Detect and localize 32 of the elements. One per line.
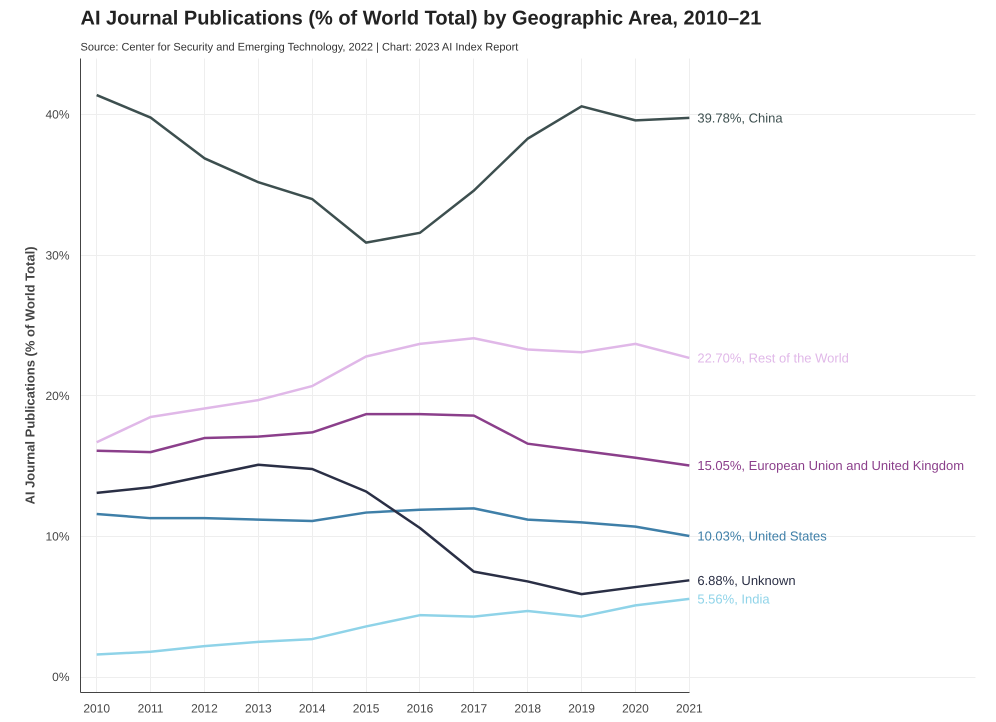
y-tick-label: 40%: [45, 108, 70, 122]
line-series: [95, 598, 691, 656]
x-tick-label: 2014: [298, 702, 326, 716]
x-tick-label: 2011: [138, 702, 164, 716]
chart-subtitle: Source: Center for Security and Emerging Technology, 2022 | Chart: 2023 AI Index Report: [80, 42, 518, 54]
text: 22.70%, Rest of the World: [697, 350, 849, 366]
x-tick-label: 2020: [622, 702, 650, 716]
x-tick-label: 2012: [191, 702, 218, 716]
y-tick-label: 20%: [45, 388, 70, 403]
line-series: [95, 94, 691, 244]
text: 10.03%, United States: [697, 528, 827, 544]
line-series: [95, 336, 691, 444]
x-tick-label: 2013: [244, 702, 272, 716]
line-series: [95, 464, 691, 596]
text: 5.56%, India: [697, 591, 770, 606]
line-series: [95, 412, 691, 467]
y-tick-label: 10%: [45, 529, 70, 544]
line-series: [95, 507, 691, 538]
y-tick-label: 30%: [45, 248, 70, 262]
chart-title: AI Journal Publications (% of World Total) by Geographic Area, 2010–21: [80, 8, 762, 30]
x-tick-label: 2018: [514, 702, 542, 716]
x-tick-label: 2010: [83, 702, 110, 716]
text: 39.78%, China: [697, 110, 783, 126]
y-axis-title: AI Journal Publications (% of World Total): [22, 246, 38, 505]
y-tick-label: 0%: [52, 670, 70, 684]
x-tick-label: 2016: [406, 702, 434, 716]
text: 15.05%, European Union and United Kingdom: [697, 458, 964, 473]
x-tick-label: 2021: [676, 702, 704, 716]
x-tick-label: 2019: [568, 702, 596, 716]
text: 6.88%, Unknown: [697, 572, 796, 588]
x-tick-label: 2015: [352, 702, 380, 716]
x-tick-label: 2017: [460, 702, 488, 716]
